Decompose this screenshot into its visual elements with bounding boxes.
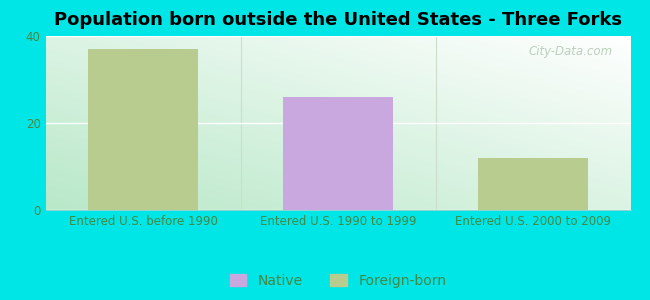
Bar [88, 49, 198, 210]
Text: City-Data.com: City-Data.com [529, 45, 613, 58]
Title: Population born outside the United States - Three Forks: Population born outside the United State… [54, 11, 622, 29]
Bar [478, 158, 588, 210]
Bar [283, 97, 393, 210]
Legend: Native, Foreign-born: Native, Foreign-born [224, 268, 452, 293]
